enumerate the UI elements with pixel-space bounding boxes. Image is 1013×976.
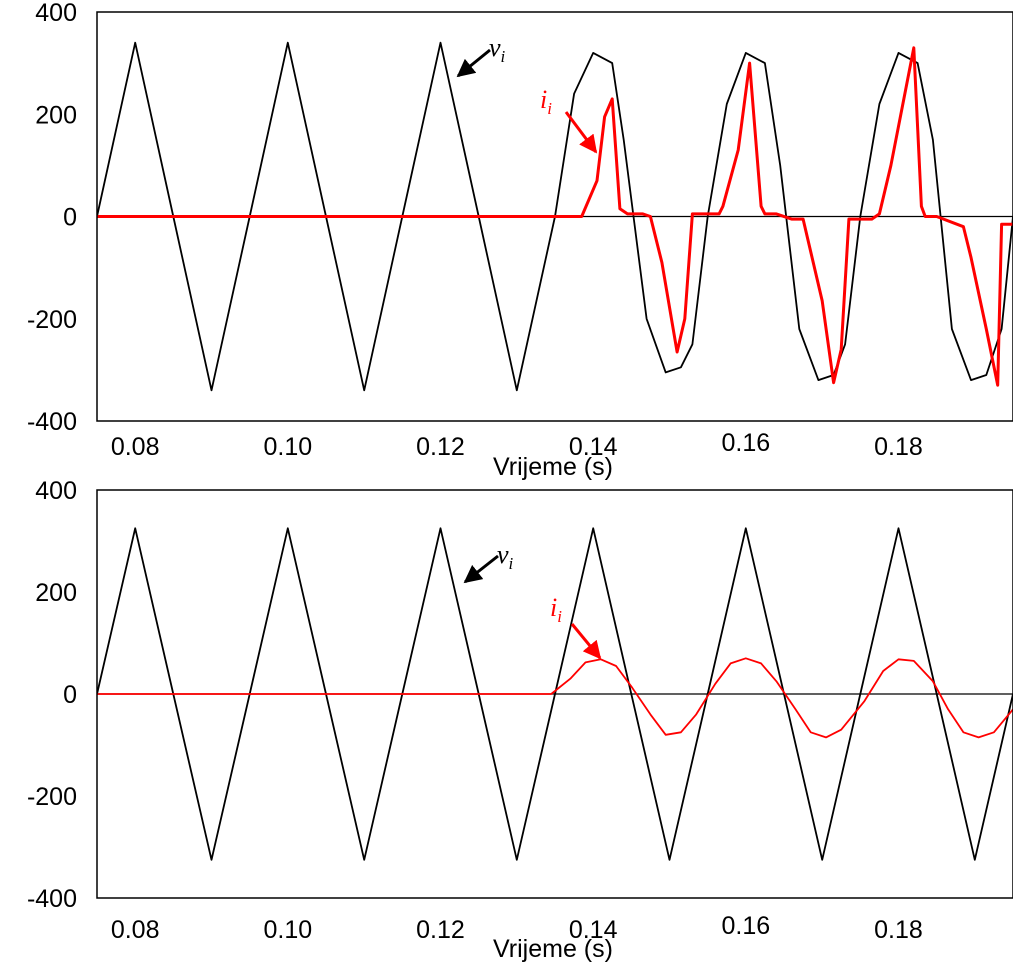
x-tick-label: 0.10 [263, 433, 312, 461]
x-tick-label: 0.18 [874, 433, 923, 461]
x-tick-label: 0.08 [111, 433, 160, 461]
x-tick-label: 0.08 [111, 916, 160, 944]
ii-annotation-arrow [566, 112, 596, 152]
x-tick-label: 0.16 [721, 912, 770, 940]
x-axis-label: Vrijeme (s) [493, 935, 613, 963]
x-axis-label: Vrijeme (s) [493, 453, 613, 481]
x-tick-label: 0.16 [721, 429, 770, 457]
y-tick-label: -400 [27, 408, 77, 436]
y-tick-label: -200 [27, 306, 77, 334]
vi-annotation-label: vi [489, 33, 506, 66]
y-tick-label: -400 [27, 885, 77, 913]
y-tick-label: 0 [63, 204, 77, 232]
y-tick-label: -200 [27, 783, 77, 811]
y-tick-label: 200 [35, 579, 77, 607]
y-tick-label: 0 [63, 681, 77, 709]
ii-annotation-label: ii [540, 85, 552, 118]
y-tick-label: 400 [35, 477, 77, 505]
ii-annotation-label: ii [550, 593, 562, 626]
x-tick-label: 0.12 [416, 433, 465, 461]
series-current-line [97, 48, 1013, 385]
ii-annotation-arrow [572, 624, 600, 658]
x-tick-label: 0.18 [874, 916, 923, 944]
vi-annotation-label: vi [497, 540, 514, 573]
x-tick-label: 0.10 [263, 916, 312, 944]
vi-annotation-arrow [465, 556, 498, 582]
x-tick-label: 0.12 [416, 916, 465, 944]
y-tick-label: 400 [35, 0, 77, 27]
y-tick-label: 200 [35, 101, 77, 129]
vi-annotation-arrow [458, 50, 490, 76]
